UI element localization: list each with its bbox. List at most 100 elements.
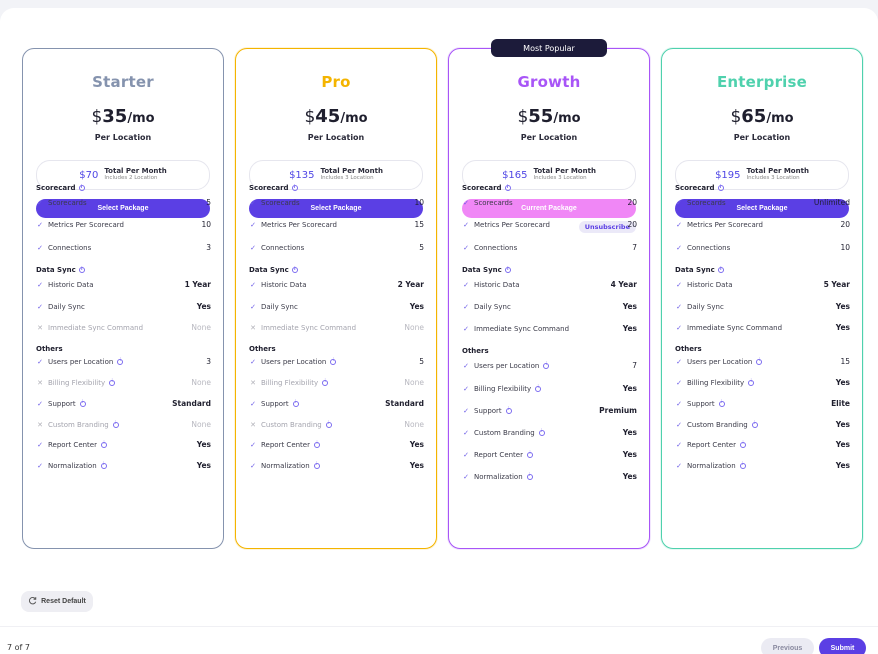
feature-label: Historic Data <box>687 280 733 289</box>
section-title: Data Sync <box>36 266 76 274</box>
reset-default-button[interactable]: Reset Default <box>21 591 93 612</box>
feature-label: Support <box>687 399 715 408</box>
info-icon[interactable]: i <box>504 185 511 191</box>
cross-icon: ✕ <box>37 378 43 387</box>
feature-label-wrap: ✓ Connections <box>36 244 91 252</box>
info-icon[interactable]: i <box>538 429 545 436</box>
feature-value: Premium <box>599 406 637 415</box>
info-icon[interactable]: i <box>78 267 85 273</box>
total-per-month-box: $195 Total Per Month Includes 3 Location <box>675 160 849 190</box>
info-icon[interactable]: i <box>325 421 332 428</box>
check-icon: ✓ <box>250 357 256 366</box>
feature-label: Normalization <box>687 461 736 470</box>
cross-icon: ✕ <box>250 378 256 387</box>
check-icon: ✓ <box>463 280 469 289</box>
feature-row-historic: ✓ Historic Data 1 Year <box>36 280 211 289</box>
total-info: Total Per Month Includes 3 Location <box>534 168 596 181</box>
feature-label-wrap: ✓ Metrics Per Scorecard <box>462 221 550 229</box>
info-icon[interactable]: i <box>718 400 725 407</box>
total-sub: Includes 3 Location <box>320 174 374 181</box>
feature-value: Standard <box>172 399 211 408</box>
info-icon[interactable]: i <box>756 358 763 365</box>
total-per-month-box: $135 Total Per Month Includes 3 Location <box>249 160 423 190</box>
info-icon[interactable]: i <box>739 462 746 469</box>
info-icon[interactable]: i <box>101 441 107 448</box>
info-icon[interactable]: i <box>291 267 298 273</box>
feature-value: Elite <box>831 399 850 408</box>
total-sub: Includes 2 Location <box>104 174 158 181</box>
info-icon[interactable]: i <box>292 400 299 407</box>
info-icon[interactable]: i <box>526 473 533 480</box>
feature-label-wrap: ✕ Billing Flexibility i <box>249 378 329 387</box>
info-icon[interactable]: i <box>717 185 724 191</box>
feature-label-wrap: ✓ Historic Data <box>462 280 520 289</box>
feature-row-branding: ✓ Custom Branding i Yes <box>675 420 850 429</box>
feature-row-branding: ✕ Custom Branding i None <box>249 420 424 429</box>
section-title: Scorecard <box>675 184 715 192</box>
previous-button[interactable]: Previous <box>761 638 814 654</box>
info-icon[interactable]: i <box>748 379 755 386</box>
feature-value: None <box>404 420 424 429</box>
feature-row-billing: ✕ Billing Flexibility i None <box>249 378 424 387</box>
feature-value: Yes <box>622 450 637 459</box>
feature-label-wrap: ✓ Connections <box>675 244 730 252</box>
feature-value: 5 <box>419 243 424 252</box>
info-icon[interactable]: i <box>527 451 533 458</box>
info-icon[interactable]: i <box>543 362 550 369</box>
total-sub: Includes 3 Location <box>533 174 587 181</box>
feature-label-wrap: ✓ Billing Flexibility i <box>462 385 542 393</box>
feature-label-wrap: ✓ Connections <box>249 244 304 252</box>
feature-label: Report Center <box>687 440 736 449</box>
feature-label: Users per Location <box>48 357 114 366</box>
feature-row-report: ✓ Report Center i Yes <box>249 440 424 449</box>
feature-label-wrap: ✓ Normalization i <box>249 462 320 470</box>
feature-row-scorecards: ✓ Scorecards 20 <box>462 198 637 207</box>
price-amount: 45 <box>315 106 341 127</box>
plan-name: Pro <box>321 73 351 91</box>
feature-label: Historic Data <box>261 280 307 289</box>
info-icon[interactable]: i <box>717 267 724 273</box>
info-icon[interactable]: i <box>314 441 320 448</box>
select-package-button[interactable]: Select Package <box>675 199 849 218</box>
submit-button[interactable]: Submit <box>819 638 866 654</box>
info-icon[interactable]: i <box>322 379 329 386</box>
unsubscribe-button[interactable]: Unsubscribe <box>578 221 636 233</box>
feature-label: Historic Data <box>474 280 520 289</box>
info-icon[interactable]: i <box>740 441 746 448</box>
info-icon[interactable]: i <box>751 421 758 428</box>
feature-label-wrap: ✓ Normalization i <box>462 473 533 481</box>
feature-label: Billing Flexibility <box>261 378 319 387</box>
info-icon[interactable]: i <box>535 385 542 392</box>
select-package-button[interactable]: Select Package <box>249 199 423 218</box>
feature-label: Scorecards <box>261 198 300 207</box>
feature-row-billing: ✓ Billing Flexibility i Yes <box>675 378 850 387</box>
footer-divider <box>0 626 878 627</box>
select-package-button[interactable]: Select Package <box>36 199 210 218</box>
feature-label: Historic Data <box>48 280 94 289</box>
feature-label: Billing Flexibility <box>48 378 106 387</box>
feature-row-users: ✓ Users per Location i 5 <box>249 357 424 366</box>
info-icon[interactable]: i <box>100 462 107 469</box>
feature-label: Connections <box>687 243 731 252</box>
info-icon[interactable]: i <box>109 379 116 386</box>
info-icon[interactable]: i <box>291 185 298 191</box>
info-icon[interactable]: i <box>78 185 85 191</box>
check-icon: ✓ <box>463 243 469 252</box>
info-icon[interactable]: i <box>79 400 86 407</box>
check-icon: ✓ <box>463 302 469 311</box>
info-icon[interactable]: i <box>112 421 119 428</box>
feature-label: Support <box>474 406 502 415</box>
feature-row-immediate: ✕ Immediate Sync Command None <box>249 323 424 332</box>
section-title: Others <box>675 345 702 353</box>
info-icon[interactable]: i <box>117 358 124 365</box>
feature-label-wrap: ✓ Support i <box>249 400 299 408</box>
feature-label: Connections <box>261 243 305 252</box>
info-icon[interactable]: i <box>505 407 512 414</box>
check-icon: ✓ <box>37 302 43 311</box>
info-icon[interactable]: i <box>504 267 511 273</box>
info-icon[interactable]: i <box>330 358 337 365</box>
feature-label-wrap: ✓ Report Center i <box>36 441 107 449</box>
feature-row-users: ✓ Users per Location i 3 <box>36 357 211 366</box>
info-icon[interactable]: i <box>313 462 320 469</box>
current-package-button[interactable]: Current Package <box>462 199 636 218</box>
